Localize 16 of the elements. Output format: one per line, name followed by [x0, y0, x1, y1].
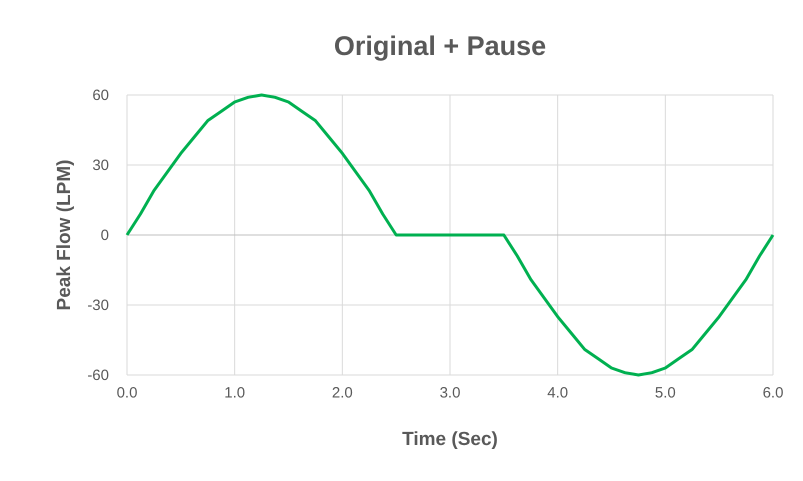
y-axis-title: Peak Flow (LPM) — [54, 160, 75, 310]
y-tick-label: -30 — [87, 296, 109, 314]
x-tick-label: 1.0 — [224, 384, 246, 402]
chart-title: Original + Pause — [334, 31, 546, 61]
x-tick-label: 3.0 — [440, 384, 460, 402]
y-tick-label: 30 — [92, 156, 109, 174]
x-tick-label: 0.0 — [116, 384, 138, 402]
x-axis-title: Time (Sec) — [402, 429, 498, 450]
x-tick-label: 6.0 — [762, 384, 784, 402]
y-tick-label: -60 — [87, 366, 109, 384]
line-series — [126, 94, 774, 376]
x-tick-label: 4.0 — [547, 384, 568, 402]
y-tick-label: 60 — [92, 86, 109, 104]
y-tick-label: 0 — [100, 226, 109, 244]
x-tick-label: 5.0 — [654, 384, 676, 402]
x-tick-label: 2.0 — [332, 384, 353, 402]
